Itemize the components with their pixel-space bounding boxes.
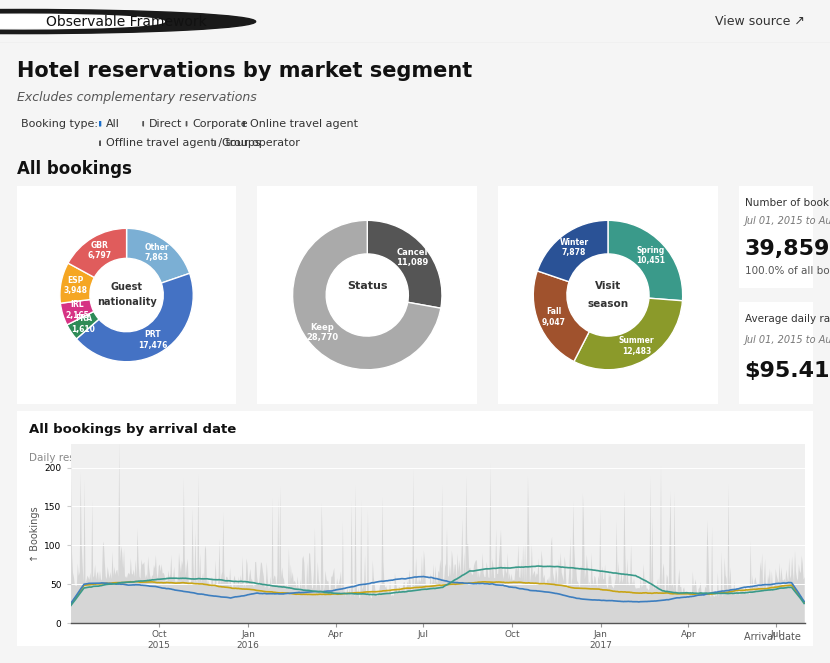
- Text: Other
7,863: Other 7,863: [144, 243, 169, 263]
- Text: Observable Framework: Observable Framework: [46, 15, 207, 29]
- Wedge shape: [537, 220, 608, 282]
- Text: Winter
7,878: Winter 7,878: [559, 238, 588, 257]
- Text: ESP
3,948: ESP 3,948: [63, 276, 87, 295]
- Text: Online travel agent: Online travel agent: [250, 119, 358, 129]
- FancyBboxPatch shape: [737, 300, 815, 406]
- Text: View source ↗: View source ↗: [715, 15, 805, 28]
- Y-axis label: ↑ Bookings: ↑ Bookings: [30, 506, 40, 562]
- Text: IRL
2,165: IRL 2,165: [65, 300, 89, 320]
- FancyBboxPatch shape: [253, 181, 481, 409]
- FancyBboxPatch shape: [12, 181, 241, 409]
- Text: Spring
10,451: Spring 10,451: [637, 246, 665, 265]
- Text: 100.0% of all bookings: 100.0% of all bookings: [745, 266, 830, 276]
- Text: Groups: Groups: [221, 138, 261, 149]
- Text: Number of bookings, All: Number of bookings, All: [745, 198, 830, 208]
- Text: Cancel
11,089: Cancel 11,089: [396, 248, 428, 267]
- Text: All bookings: All bookings: [17, 160, 131, 178]
- Wedge shape: [608, 220, 682, 301]
- Text: PRT
17,476: PRT 17,476: [138, 330, 168, 350]
- FancyBboxPatch shape: [737, 184, 815, 290]
- Wedge shape: [534, 271, 589, 361]
- Circle shape: [0, 14, 164, 29]
- Text: Visit: Visit: [595, 281, 621, 291]
- Text: Jul 01, 2015 to Aug 31, 2017: Jul 01, 2015 to Aug 31, 2017: [745, 217, 830, 227]
- Text: All: All: [106, 119, 120, 129]
- Text: All bookings by arrival date: All bookings by arrival date: [28, 423, 236, 436]
- Text: Daily reservation counts (gray area) and 28-day moving average (solid line).: Daily reservation counts (gray area) and…: [28, 453, 429, 463]
- Text: season: season: [588, 299, 628, 309]
- Circle shape: [0, 9, 256, 34]
- Text: Offline travel agent / tour operator: Offline travel agent / tour operator: [106, 138, 300, 149]
- Text: Hotel reservations by market segment: Hotel reservations by market segment: [17, 62, 471, 82]
- Text: Booking type:: Booking type:: [22, 119, 99, 129]
- FancyBboxPatch shape: [494, 181, 722, 409]
- Text: Arrival date: Arrival date: [744, 632, 801, 642]
- Text: 39,859: 39,859: [745, 239, 830, 259]
- Text: Guest: Guest: [110, 282, 143, 292]
- Wedge shape: [61, 300, 94, 325]
- Text: Average daily rate: Average daily rate: [745, 314, 830, 324]
- Text: Direct: Direct: [149, 119, 183, 129]
- Text: GBR
6,797: GBR 6,797: [88, 241, 112, 260]
- Text: Corporate: Corporate: [193, 119, 248, 129]
- Text: Fall
9,047: Fall 9,047: [542, 307, 566, 327]
- Wedge shape: [367, 220, 442, 308]
- Wedge shape: [293, 220, 441, 370]
- Text: Summer
12,483: Summer 12,483: [618, 336, 654, 355]
- Text: FRA
1,610: FRA 1,610: [71, 314, 95, 333]
- Wedge shape: [126, 228, 189, 283]
- Text: Excludes complementary reservations: Excludes complementary reservations: [17, 91, 256, 104]
- Text: Status: Status: [347, 281, 388, 291]
- Text: Keep
28,770: Keep 28,770: [306, 323, 339, 342]
- Text: nationality: nationality: [97, 297, 156, 307]
- Wedge shape: [60, 263, 95, 303]
- Wedge shape: [67, 312, 99, 339]
- FancyBboxPatch shape: [12, 410, 818, 648]
- Wedge shape: [68, 228, 127, 278]
- Wedge shape: [574, 298, 682, 370]
- Text: $95.41: $95.41: [745, 361, 830, 381]
- Wedge shape: [76, 273, 193, 362]
- Text: Jul 01, 2015 to Aug 31, 2017: Jul 01, 2015 to Aug 31, 2017: [745, 335, 830, 345]
